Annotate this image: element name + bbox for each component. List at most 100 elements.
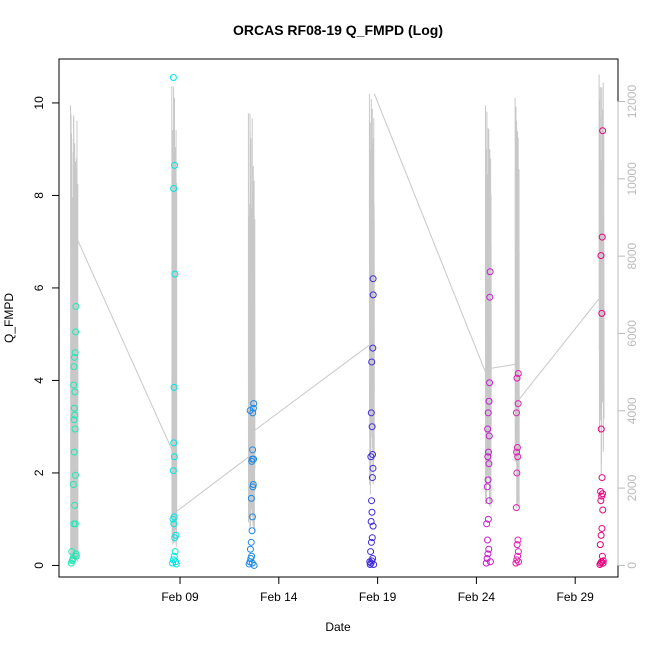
data-point: [71, 501, 79, 509]
data-point: [72, 328, 80, 336]
y-axis-label: Q_FMPD: [2, 293, 16, 343]
y-right-tick-label: 2000: [625, 474, 639, 501]
data-point: [512, 409, 520, 417]
data-point: [71, 425, 79, 433]
data-point: [72, 552, 80, 560]
data-point: [515, 558, 523, 566]
data-point: [484, 425, 492, 433]
data-point: [70, 381, 78, 389]
x-tick-label: Feb 09: [161, 590, 199, 604]
data-point: [70, 363, 78, 371]
y-tick-label: 4: [32, 377, 46, 384]
data-point: [247, 494, 255, 502]
y-right-tick-label: 4000: [625, 397, 639, 424]
y-axis-right: 0 2000 4000 6000 8000 10000 12000: [617, 85, 639, 569]
data-point: [250, 561, 258, 569]
data-point: [484, 476, 492, 484]
data-point: [72, 550, 80, 558]
data-point: [170, 513, 178, 521]
data-point: [367, 548, 375, 556]
data-point: [514, 400, 522, 408]
data-point: [597, 425, 605, 433]
data-point: [369, 522, 377, 530]
data-point: [484, 550, 492, 558]
data-point: [250, 400, 258, 408]
data-point: [170, 439, 178, 447]
data-point: [170, 383, 178, 391]
x-tick-label: Feb 24: [458, 590, 496, 604]
data-point: [485, 397, 493, 405]
data-point: [169, 74, 177, 81]
data-point: [599, 557, 607, 565]
data-point: [69, 481, 77, 488]
y-right-tick-label: 8000: [625, 242, 639, 269]
data-point: [171, 270, 179, 278]
data-point: [486, 379, 494, 387]
data-point: [514, 453, 522, 461]
altitude-connector: [176, 456, 249, 512]
data-point: [70, 404, 78, 412]
data-point: [71, 388, 79, 396]
data-point: [249, 409, 257, 417]
altitude-connector: [373, 93, 486, 373]
altitude-connector: [518, 298, 600, 400]
data-point: [250, 455, 258, 463]
y-right-tick-label: 0: [625, 562, 639, 569]
altitude-connector: [77, 240, 173, 450]
data-point: [513, 556, 521, 564]
data-point: [71, 353, 79, 361]
x-axis-label: Date: [325, 620, 351, 634]
data-point: [247, 538, 255, 546]
data-point: [596, 541, 604, 549]
data-point: [598, 233, 606, 241]
data-point: [71, 349, 79, 357]
data-point: [369, 344, 377, 352]
altitude-flight-trace: [514, 97, 520, 509]
data-point: [513, 374, 521, 382]
y-right-tick-label: 12000: [625, 85, 639, 119]
data-point: [484, 453, 492, 461]
data-point: [598, 524, 606, 532]
data-point: [599, 506, 607, 514]
altitude-flight-trace: [247, 113, 256, 532]
data-point: [513, 444, 521, 451]
data-point: [485, 432, 493, 440]
data-point: [248, 552, 256, 560]
data-point: [513, 448, 521, 456]
altitude-flight-trace: [171, 86, 178, 547]
data-point: [71, 471, 79, 479]
data-point: [70, 416, 78, 424]
x-axis: Feb 09 Feb 14 Feb 19 Feb 24 Feb 29: [161, 576, 594, 604]
data-point: [366, 561, 374, 569]
data-point: [170, 520, 178, 528]
data-point: [485, 545, 493, 553]
data-point: [169, 467, 177, 475]
altitude-flight-trace: [368, 93, 375, 495]
data-point: [482, 559, 490, 567]
data-point: [598, 552, 606, 560]
data-point: [368, 423, 376, 431]
y-tick-label: 0: [32, 562, 46, 569]
y-tick-label: 10: [32, 96, 46, 110]
data-point: [367, 409, 375, 417]
plot-frame: [58, 58, 619, 578]
data-point: [597, 252, 605, 260]
data-point: [172, 531, 180, 539]
data-point: [368, 497, 376, 505]
data-point: [483, 483, 491, 491]
data-point: [368, 534, 376, 542]
data-point: [486, 558, 494, 566]
data-point: [598, 490, 606, 498]
data-point: [171, 161, 179, 169]
data-point: [248, 513, 256, 521]
data-point: [246, 545, 254, 553]
data-point: [486, 268, 494, 276]
x-tick-label: Feb 14: [260, 590, 298, 604]
data-point: [484, 448, 492, 456]
data-point: [71, 520, 79, 528]
data-point: [368, 474, 376, 482]
data-point: [366, 558, 374, 566]
data-point: [483, 520, 491, 528]
data-point: [484, 409, 492, 417]
